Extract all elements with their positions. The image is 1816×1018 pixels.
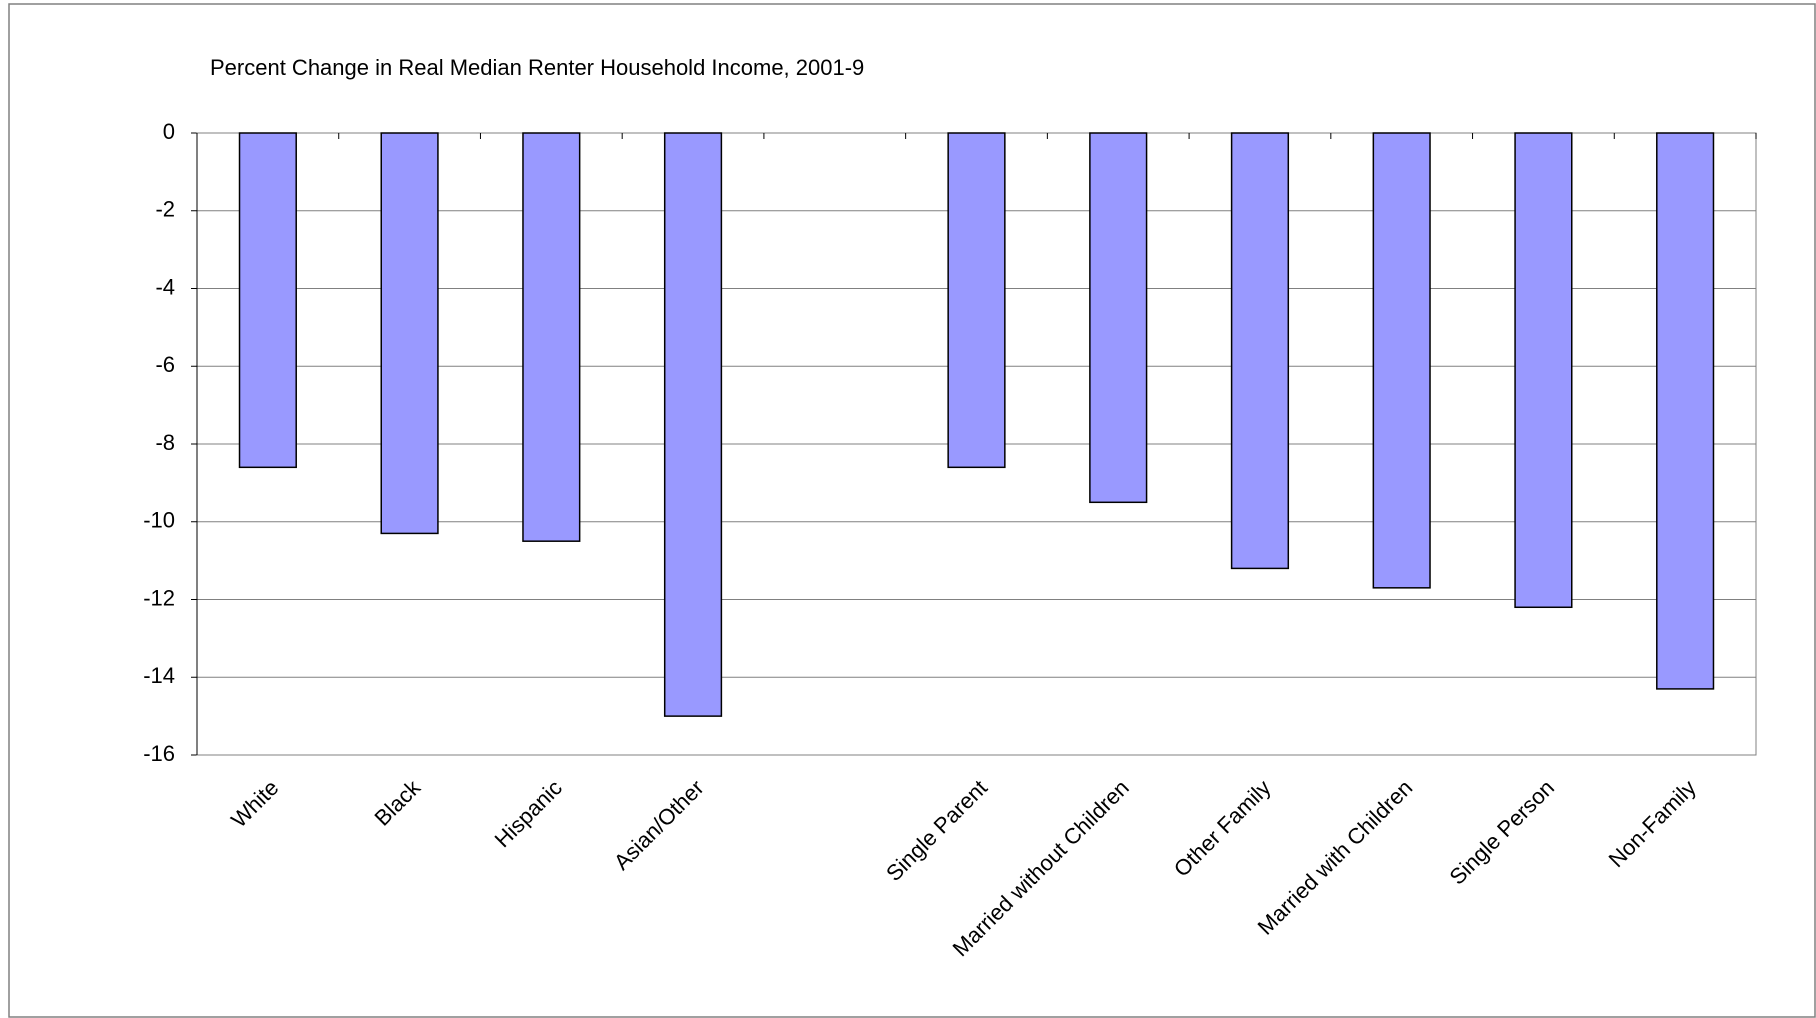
bar bbox=[663, 132, 723, 717]
y-tick-label: -14 bbox=[143, 663, 175, 688]
bar bbox=[947, 132, 1006, 469]
bar bbox=[1656, 132, 1715, 690]
y-tick-label: -4 bbox=[155, 274, 175, 299]
chart-frame bbox=[8, 3, 1816, 1018]
y-tick-label: -10 bbox=[143, 508, 175, 533]
bar bbox=[238, 132, 297, 469]
bar bbox=[1230, 132, 1290, 570]
bar bbox=[1089, 132, 1148, 504]
bar bbox=[1372, 132, 1431, 589]
bar bbox=[1514, 132, 1573, 609]
chart-title: Percent Change in Real Median Renter Hou… bbox=[210, 55, 864, 80]
y-tick-label: -12 bbox=[143, 585, 175, 610]
y-tick-label: -6 bbox=[155, 352, 175, 377]
y-tick-label: -16 bbox=[143, 741, 175, 766]
y-tick-label: -2 bbox=[155, 197, 175, 222]
y-tick-label: 0 bbox=[163, 119, 175, 144]
y-tick-label: -8 bbox=[155, 430, 175, 455]
bar bbox=[522, 132, 581, 542]
bar bbox=[380, 132, 439, 535]
